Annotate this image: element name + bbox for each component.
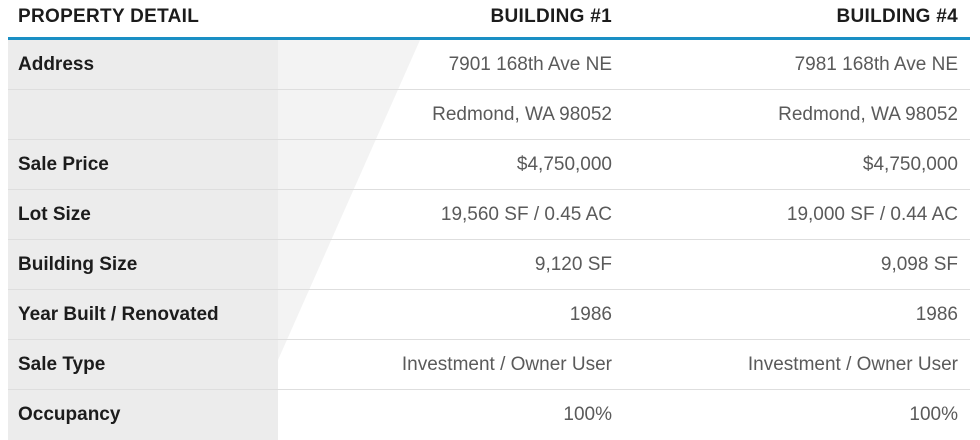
building-4-value: 1986 bbox=[915, 304, 958, 325]
row-label: Year Built / Renovated bbox=[18, 304, 219, 325]
building-1-value: Investment / Owner User bbox=[401, 354, 612, 375]
building-1-value: 1986 bbox=[569, 304, 612, 325]
building-1-value: $4,750,000 bbox=[516, 154, 612, 175]
table-row: Sale Type Investment / Owner User Invest… bbox=[8, 340, 970, 390]
building-4-value: 100% bbox=[909, 404, 958, 425]
building-4-value: Redmond, WA 98052 bbox=[778, 104, 958, 125]
building-4-value: Investment / Owner User bbox=[747, 354, 958, 375]
row-label: Sale Price bbox=[18, 154, 109, 175]
row-label: Sale Type bbox=[18, 354, 106, 375]
table-row: Redmond, WA 98052 Redmond, WA 98052 bbox=[8, 90, 970, 140]
building-1-value: 9,120 SF bbox=[534, 254, 612, 275]
header-building-1: BUILDING #1 bbox=[490, 6, 612, 27]
building-1-value: 7901 168th Ave NE bbox=[448, 54, 612, 75]
row-label: Occupancy bbox=[18, 404, 121, 425]
table-row: Lot Size 19,560 SF / 0.45 AC 19,000 SF /… bbox=[8, 190, 970, 240]
row-label: Address bbox=[18, 54, 95, 75]
table-header: PROPERTY DETAIL BUILDING #1 BUILDING #4 bbox=[8, 0, 970, 40]
table-row: Building Size 9,120 SF 9,098 SF bbox=[8, 240, 970, 290]
building-4-value: 19,000 SF / 0.44 AC bbox=[786, 204, 958, 225]
table-row: Address 7901 168th Ave NE 7981 168th Ave… bbox=[8, 40, 970, 90]
building-4-value: 9,098 SF bbox=[880, 254, 958, 275]
property-detail-table: PROPERTY DETAIL BUILDING #1 BUILDING #4 … bbox=[8, 0, 970, 440]
building-1-value: 19,560 SF / 0.45 AC bbox=[440, 204, 612, 225]
label-column-shade bbox=[8, 40, 278, 440]
building-1-value: Redmond, WA 98052 bbox=[432, 104, 612, 125]
table-row: Occupancy 100% 100% bbox=[8, 390, 970, 440]
table-row: Sale Price $4,750,000 $4,750,000 bbox=[8, 140, 970, 190]
header-building-4: BUILDING #4 bbox=[836, 6, 958, 27]
header-property-detail: PROPERTY DETAIL bbox=[18, 6, 200, 27]
building-4-value: $4,750,000 bbox=[862, 154, 958, 175]
building-1-value: 100% bbox=[563, 404, 612, 425]
table-row: Year Built / Renovated 1986 1986 bbox=[8, 290, 970, 340]
building-4-value: 7981 168th Ave NE bbox=[794, 54, 958, 75]
row-label: Lot Size bbox=[18, 204, 91, 225]
row-label: Building Size bbox=[18, 254, 138, 275]
